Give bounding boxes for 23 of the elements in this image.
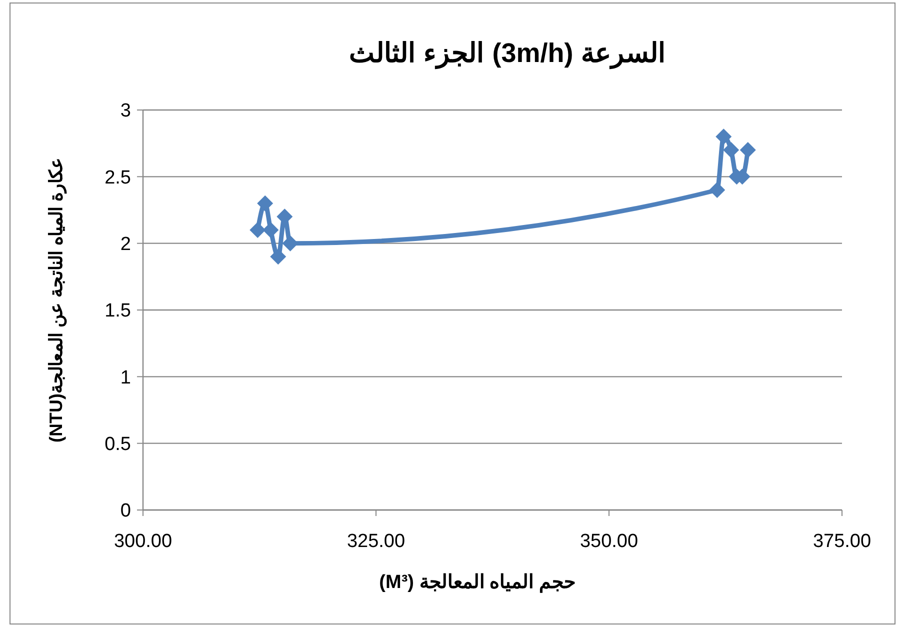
y-tick-label: 1	[120, 367, 131, 388]
point	[282, 235, 298, 252]
y-tick-label: 0.5	[104, 434, 131, 455]
x-tick-label: 300.00	[114, 531, 172, 552]
y-tick-label: 2	[120, 234, 131, 255]
y-tick-label: 3	[120, 100, 131, 122]
point	[709, 182, 726, 198]
point	[250, 222, 266, 238]
x-tick-label: 375.00	[812, 531, 872, 552]
point	[723, 142, 740, 158]
y-tick-label: 0	[120, 500, 131, 522]
point	[262, 222, 279, 238]
point	[257, 195, 274, 212]
y-axis-title: عكارة المياه الناتجة عن المعالجة(NTU)	[46, 158, 67, 442]
point	[740, 142, 756, 158]
x-tick-label: 350.00	[580, 531, 638, 552]
point	[270, 248, 286, 265]
point	[716, 128, 732, 145]
x-tick-label: 325.00	[346, 531, 406, 552]
chart-title: السرعة (3m/h) الجزء الثالث	[349, 38, 666, 70]
y-tick-label: 2.5	[104, 167, 131, 188]
y-tick-label: 1.5	[104, 300, 131, 322]
x-axis-title: حجم المياه المعالجة (M³)	[379, 572, 576, 593]
